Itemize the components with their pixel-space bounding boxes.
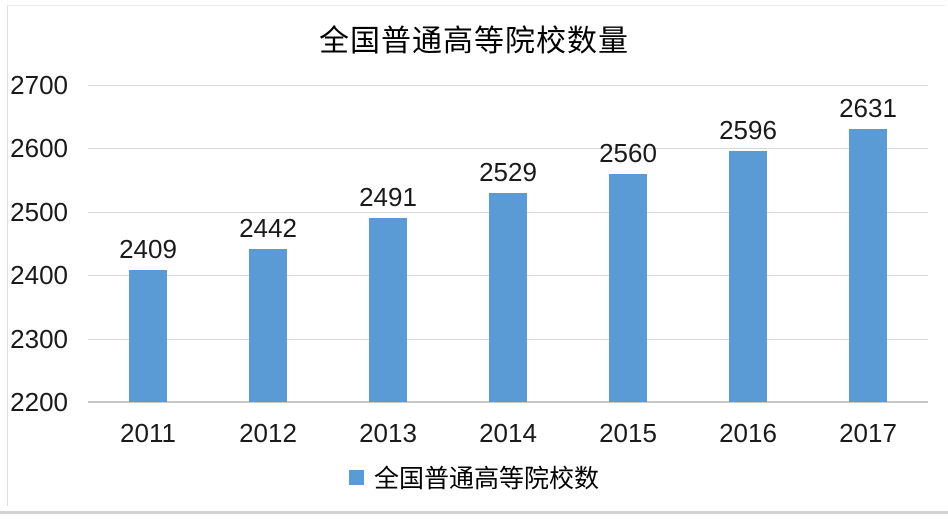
bar-2013: [369, 217, 407, 402]
y-tick-label: 2500: [10, 196, 68, 227]
x-tick-label: 2015: [599, 418, 657, 448]
x-axis-line: [88, 401, 928, 403]
bar-value-label: 2409: [119, 233, 177, 264]
bar-value-label: 2596: [719, 114, 777, 145]
bar-2012: [249, 248, 287, 402]
frame-edge-top: [7, 5, 945, 6]
bar-2015: [609, 173, 647, 402]
x-tick-label: 2014: [479, 418, 537, 448]
legend-label: 全国普通高等院校数: [373, 466, 599, 493]
legend-swatch-icon: [348, 469, 364, 485]
chart-title: 全国普通高等院校数量: [319, 25, 629, 58]
bar-2011: [129, 269, 167, 402]
y-tick-label: 2600: [10, 133, 68, 164]
y-axis: 2200 2300 2400 2500 2600 2700: [0, 70, 68, 417]
y-tick-label: 2200: [10, 387, 68, 417]
x-tick-label: 2012: [239, 418, 297, 448]
y-tick-label: 2300: [10, 323, 68, 354]
x-tick-label: 2013: [359, 418, 417, 448]
x-tick-label: 2017: [839, 418, 897, 448]
frame-edge-left: [7, 6, 8, 506]
y-tick-label: 2700: [10, 70, 68, 100]
x-tick-label: 2011: [120, 418, 176, 448]
gridline: [88, 85, 928, 86]
frame-edge-bottom: [0, 511, 948, 514]
bar-value-label: 2529: [479, 157, 537, 188]
plot-area: 2409 2442 2491 2529 2560 2596 2631: [88, 85, 928, 403]
gridline: [88, 148, 928, 150]
x-tick-label: 2016: [719, 418, 777, 448]
bar-2014: [489, 193, 527, 402]
bar-value-label: 2442: [239, 212, 297, 243]
bar-value-label: 2631: [839, 92, 897, 123]
bar-2016: [729, 150, 767, 402]
legend: 全国普通高等院校数: [0, 461, 948, 493]
bar-value-label: 2560: [599, 137, 657, 168]
bar-value-label: 2491: [359, 181, 417, 212]
y-tick-label: 2400: [10, 260, 68, 291]
bar-2017: [849, 128, 887, 402]
x-axis: 2011 2012 2013 2014 2015 2016 2017: [88, 417, 928, 449]
